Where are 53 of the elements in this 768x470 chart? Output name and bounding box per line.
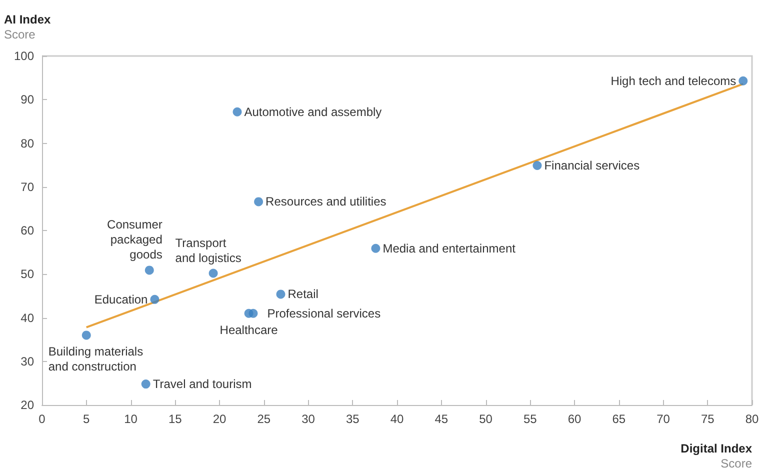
x-tick-label: 65	[612, 412, 626, 426]
point	[532, 161, 542, 170]
x-tick-label: 0	[38, 412, 46, 426]
x-tick-label: 80	[745, 412, 759, 426]
x-tick-label: 55	[523, 412, 538, 426]
x-tick-label: 40	[390, 412, 404, 426]
annotation: Resources and utilities	[266, 194, 386, 209]
point	[144, 266, 154, 275]
y-tick-label: 50	[20, 267, 34, 282]
y-tick-label: 90	[20, 92, 34, 107]
x-tick-label: 5	[83, 412, 90, 426]
annotation: Transport and logistics	[175, 236, 242, 265]
x-tick-label: 10	[124, 412, 138, 426]
annotation: Financial services	[544, 158, 640, 172]
annotation: Building materials and construction	[48, 344, 144, 374]
x-tick-label: 25	[257, 412, 271, 426]
annotation: Automotive and assembly	[244, 104, 382, 119]
annotation: High tech and telecoms	[610, 74, 736, 88]
point	[208, 268, 218, 278]
x-axis-title: Digital Index Score	[680, 442, 752, 470]
y-tick-label: 30	[20, 354, 34, 368]
y-tick-label: 40	[20, 310, 34, 325]
point	[276, 290, 286, 299]
x-tick-label: 35	[346, 412, 360, 426]
y-tick-label: 100	[14, 49, 34, 63]
y-axis-title: AI Index Score	[4, 12, 51, 42]
annotation: Healthcare	[220, 322, 278, 337]
annotation: Media and entertainment	[382, 241, 516, 256]
x-tick-label: 75	[700, 412, 715, 426]
point	[738, 76, 748, 86]
x-tick-label: 45	[434, 412, 448, 426]
point	[254, 197, 264, 206]
annotation: Education	[94, 292, 148, 306]
point	[82, 330, 91, 340]
annotation: Retail	[288, 287, 318, 302]
point	[371, 244, 380, 253]
y-tick-label: 70	[20, 180, 34, 194]
annotation: Travel and tourism	[152, 377, 252, 392]
x-tick-label: 50	[479, 412, 493, 426]
x-tick-label: 30	[302, 412, 316, 426]
annotation: Consumer packaged goods	[107, 218, 162, 262]
point	[141, 380, 150, 389]
y-tick-label: 60	[20, 224, 34, 238]
y-tick-label: 20	[20, 398, 34, 412]
y-tick-label: 80	[20, 136, 34, 150]
annotation: Professional services	[267, 306, 381, 320]
x-tick-label: 70	[656, 412, 670, 426]
x-tick-label: 20	[212, 412, 226, 426]
x-tick-label: 60	[568, 412, 582, 426]
x-tick-label: 15	[168, 412, 182, 426]
point	[150, 294, 160, 304]
point	[244, 308, 254, 318]
point	[232, 107, 242, 116]
